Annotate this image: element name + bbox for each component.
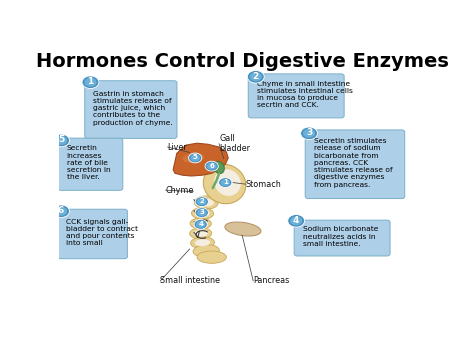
Ellipse shape <box>203 164 246 204</box>
Text: Sodium bicarbonate
neutralizes acids in
small intestine.: Sodium bicarbonate neutralizes acids in … <box>302 226 378 247</box>
FancyBboxPatch shape <box>57 209 128 259</box>
Text: Pancreas: Pancreas <box>253 277 290 285</box>
Text: Gall
bladder: Gall bladder <box>219 134 250 153</box>
Ellipse shape <box>182 153 204 163</box>
Ellipse shape <box>199 198 214 207</box>
Text: 3: 3 <box>200 209 204 215</box>
Text: 1: 1 <box>87 77 93 86</box>
Text: 4: 4 <box>198 221 203 227</box>
Circle shape <box>195 197 209 207</box>
Circle shape <box>55 207 67 216</box>
Ellipse shape <box>190 218 211 229</box>
Ellipse shape <box>197 251 227 263</box>
Text: Small intestine: Small intestine <box>160 277 220 285</box>
Text: 6: 6 <box>58 206 64 215</box>
Circle shape <box>219 178 232 187</box>
Text: 4: 4 <box>293 216 300 225</box>
Circle shape <box>53 205 70 218</box>
FancyBboxPatch shape <box>294 220 390 256</box>
FancyBboxPatch shape <box>85 81 177 138</box>
Ellipse shape <box>191 237 214 248</box>
Text: 5: 5 <box>58 135 64 144</box>
Text: 5: 5 <box>193 154 198 160</box>
Text: Secretin
increases
rate of bile
secretion in
the liver.: Secretin increases rate of bile secretio… <box>66 146 110 180</box>
Circle shape <box>197 209 207 216</box>
Circle shape <box>197 198 207 205</box>
Text: Secretin stimulates
release of sodium
bicarbonate from
pancreas. CCK
stimulates : Secretin stimulates release of sodium bi… <box>314 138 392 188</box>
Ellipse shape <box>225 222 261 236</box>
Circle shape <box>196 221 205 228</box>
Circle shape <box>55 136 67 145</box>
PathPatch shape <box>173 143 228 176</box>
Circle shape <box>53 134 70 147</box>
Ellipse shape <box>193 245 219 257</box>
Circle shape <box>220 179 230 186</box>
FancyBboxPatch shape <box>248 74 344 118</box>
Text: Liver: Liver <box>168 142 187 152</box>
Circle shape <box>303 129 315 138</box>
Circle shape <box>195 208 209 218</box>
Ellipse shape <box>194 196 218 209</box>
Ellipse shape <box>194 220 208 227</box>
FancyBboxPatch shape <box>305 130 405 198</box>
Circle shape <box>205 161 219 171</box>
Ellipse shape <box>214 162 224 174</box>
Text: CCK signals gall-
bladder to contract
and pour contents
into small: CCK signals gall- bladder to contract an… <box>66 219 137 246</box>
Ellipse shape <box>190 228 212 239</box>
Circle shape <box>288 214 305 227</box>
Circle shape <box>82 76 99 88</box>
Circle shape <box>194 219 207 229</box>
Circle shape <box>207 163 217 170</box>
Ellipse shape <box>191 208 213 219</box>
Text: Stomach: Stomach <box>246 180 282 189</box>
Text: 2: 2 <box>200 198 204 204</box>
Ellipse shape <box>195 210 210 217</box>
Text: Chyme in small intestine
stimulates intestinal cells
in mucosa to produce
secrti: Chyme in small intestine stimulates inte… <box>257 81 353 108</box>
Text: 1: 1 <box>223 179 228 185</box>
Circle shape <box>250 72 262 81</box>
Circle shape <box>189 153 202 163</box>
Circle shape <box>247 71 264 83</box>
Ellipse shape <box>214 169 241 196</box>
FancyBboxPatch shape <box>58 138 123 190</box>
Text: Gastrin in stomach
stimulates release of
gastric juice, which
contributes to the: Gastrin in stomach stimulates release of… <box>93 91 173 126</box>
Circle shape <box>84 78 97 87</box>
Text: Hormones Control Digestive Enzymes: Hormones Control Digestive Enzymes <box>36 52 449 71</box>
Text: Chyme: Chyme <box>166 186 194 195</box>
Circle shape <box>191 154 200 162</box>
Circle shape <box>301 127 318 140</box>
Ellipse shape <box>193 230 208 237</box>
Text: 2: 2 <box>253 72 259 81</box>
Ellipse shape <box>195 239 210 246</box>
Circle shape <box>290 216 302 225</box>
Text: 3: 3 <box>306 128 312 137</box>
Text: 6: 6 <box>210 163 214 169</box>
